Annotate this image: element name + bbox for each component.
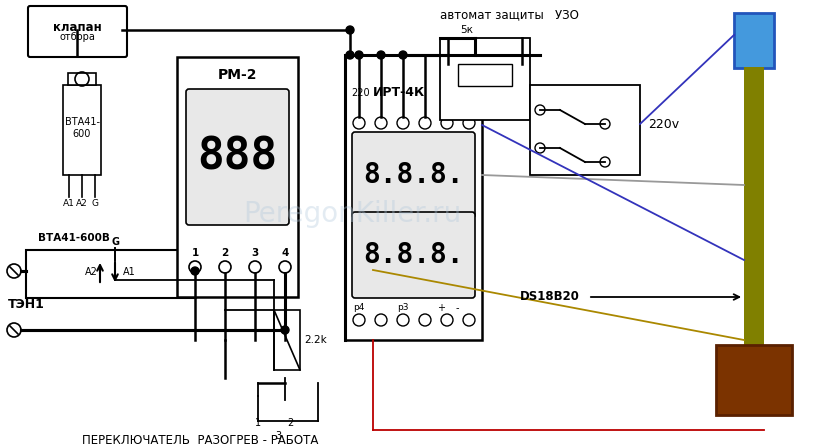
Circle shape <box>399 51 407 59</box>
Text: G: G <box>91 198 99 207</box>
Text: ИРТ-4К: ИРТ-4К <box>373 86 425 100</box>
Circle shape <box>191 267 199 275</box>
Text: 1: 1 <box>255 418 261 428</box>
Text: 8.8.8.: 8.8.8. <box>363 161 463 189</box>
Bar <box>530 85 640 175</box>
Text: A1: A1 <box>63 198 75 207</box>
Bar <box>744 67 764 345</box>
Text: ВТА41-: ВТА41- <box>65 117 100 127</box>
Text: 3: 3 <box>275 431 281 441</box>
Text: -: - <box>455 303 458 313</box>
Text: автомат защиты   УЗО: автомат защиты УЗО <box>440 8 579 21</box>
Circle shape <box>346 26 354 34</box>
Text: 888: 888 <box>198 135 277 178</box>
FancyBboxPatch shape <box>352 212 475 298</box>
Text: ПЕРЕКЛЮЧАТЕЛЬ  РАЗОГРЕВ - РАБОТА: ПЕРЕКЛЮЧАТЕЛЬ РАЗОГРЕВ - РАБОТА <box>82 433 318 445</box>
FancyBboxPatch shape <box>28 6 127 57</box>
Bar <box>458 64 512 86</box>
Text: +: + <box>437 303 445 313</box>
Text: 220: 220 <box>351 88 370 98</box>
Circle shape <box>355 51 363 59</box>
Text: 2: 2 <box>287 418 293 428</box>
Text: р4: р4 <box>354 303 365 312</box>
Bar <box>68 73 96 85</box>
Text: 8.8.8.: 8.8.8. <box>363 241 463 269</box>
Text: DS18B20: DS18B20 <box>520 291 580 303</box>
Text: 220v: 220v <box>648 118 679 132</box>
Circle shape <box>377 51 385 59</box>
Bar <box>26 250 196 298</box>
Text: PeregonKiller.ru: PeregonKiller.ru <box>243 200 461 227</box>
Bar <box>716 345 792 415</box>
Text: РМ-2: РМ-2 <box>218 68 257 82</box>
Bar <box>177 57 298 297</box>
Text: 2.2k: 2.2k <box>304 335 327 345</box>
Text: ТЭН1: ТЭН1 <box>8 299 45 312</box>
Text: 3: 3 <box>251 248 259 258</box>
Text: 1: 1 <box>191 248 199 258</box>
Circle shape <box>346 51 354 59</box>
Text: 2: 2 <box>221 248 229 258</box>
Text: отбора: отбора <box>59 32 96 43</box>
Bar <box>274 310 300 370</box>
Text: клапан: клапан <box>53 21 102 34</box>
Bar <box>734 13 774 68</box>
Bar <box>63 85 101 175</box>
Text: р3: р3 <box>397 303 409 312</box>
Bar <box>345 55 482 340</box>
FancyBboxPatch shape <box>352 132 475 218</box>
Text: G: G <box>111 237 119 247</box>
Circle shape <box>281 326 289 334</box>
Text: 600: 600 <box>73 129 91 139</box>
Bar <box>440 38 530 120</box>
FancyBboxPatch shape <box>186 89 289 225</box>
Text: A2: A2 <box>85 267 97 277</box>
Text: 5к: 5к <box>461 25 473 35</box>
Text: ВТА41-600В: ВТА41-600В <box>38 233 110 243</box>
Text: A2: A2 <box>76 198 88 207</box>
Text: 4: 4 <box>282 248 288 258</box>
Text: A1: A1 <box>122 267 136 277</box>
